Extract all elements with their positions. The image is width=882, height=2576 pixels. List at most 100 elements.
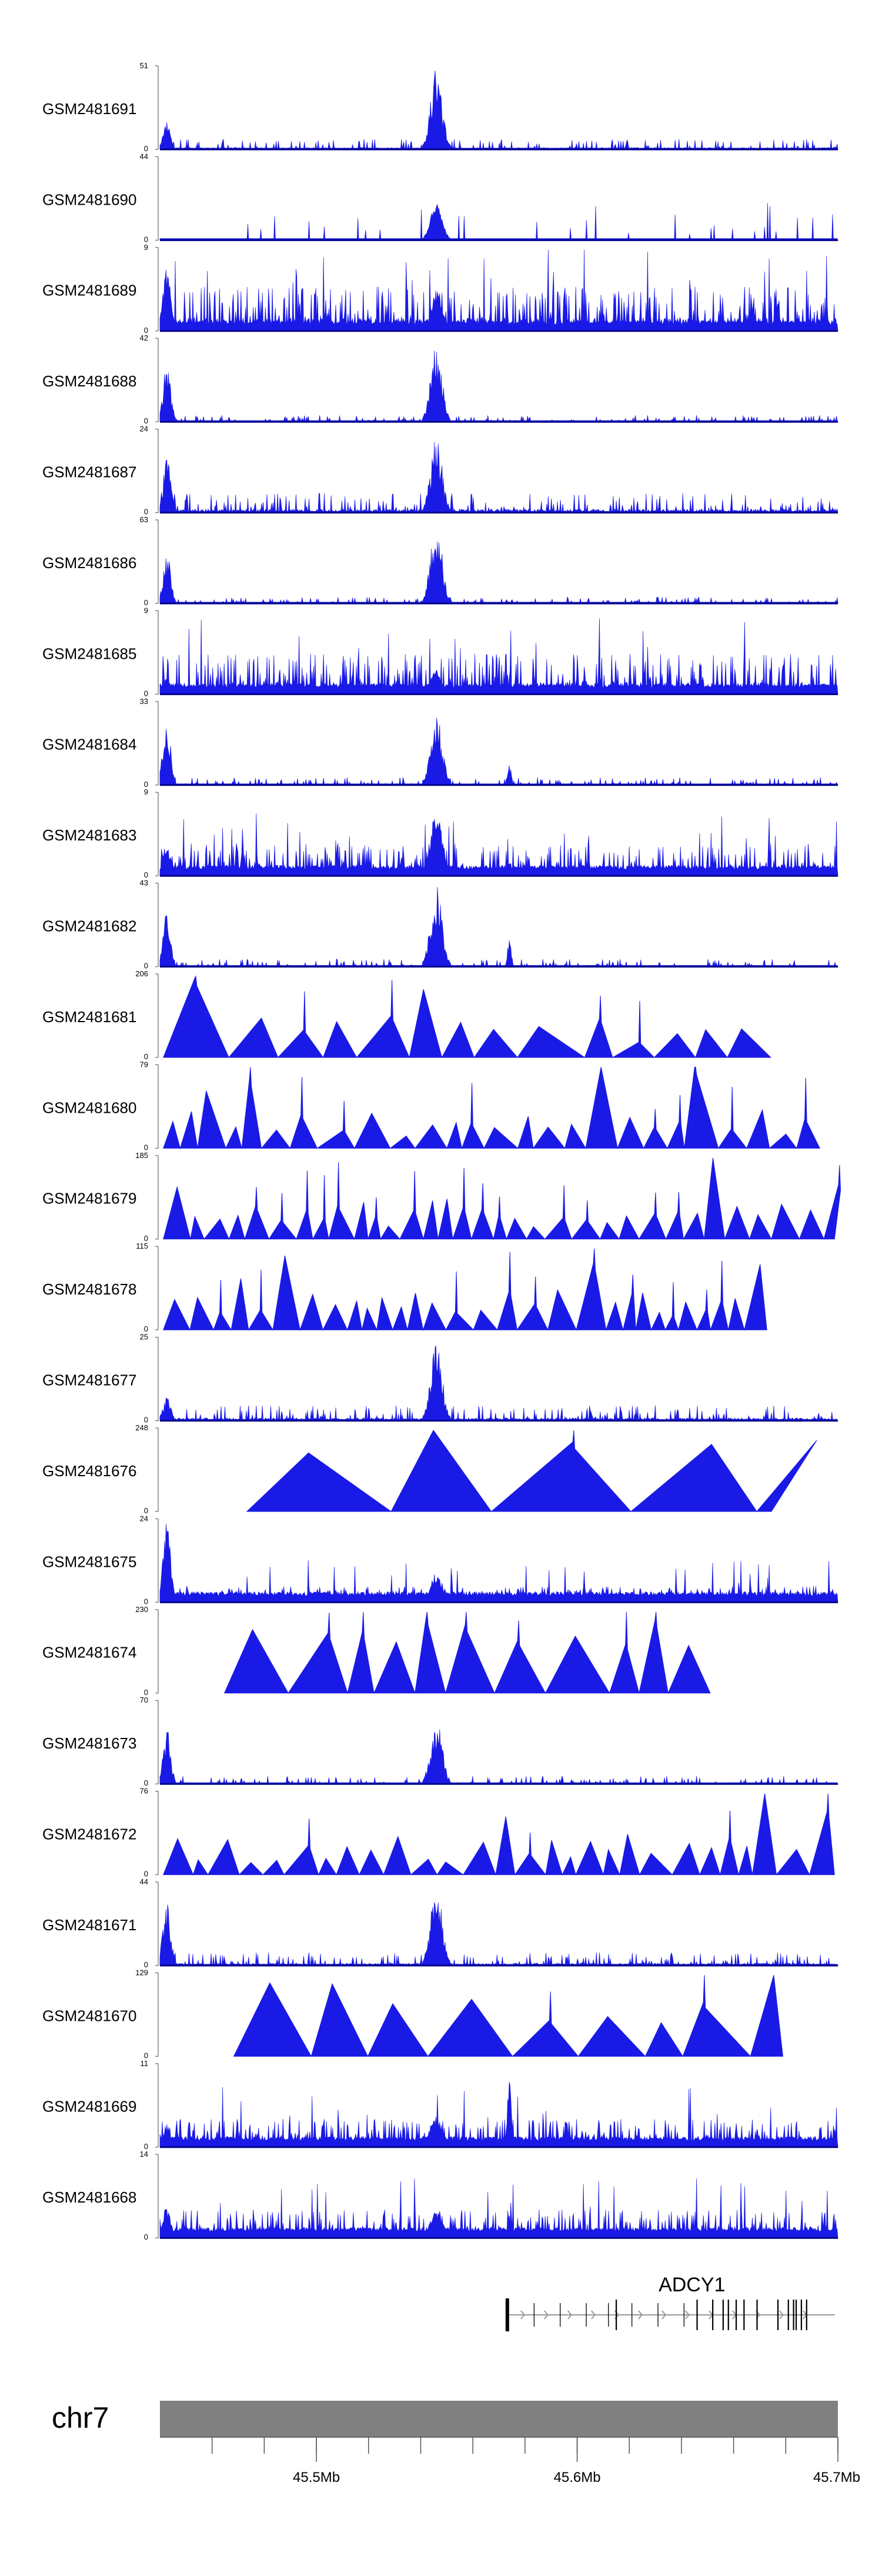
track-gsm2481672: GSM2481672 76 0 [42,1787,835,1878]
signal-area [163,1066,820,1150]
y-axis-max-label: 24 [140,425,148,433]
chromosome-axis: chr7 45.5Mb 45.6Mb 45.7Mb [52,2401,860,2485]
y-axis-min-label: 0 [144,1416,148,1424]
signal-area [159,1902,838,1966]
signal-area [159,813,838,876]
track-label: GSM2481691 [42,100,136,118]
track-label: GSM2481668 [42,2188,136,2206]
y-axis-min-label: 0 [144,1143,148,1152]
track-label: GSM2481676 [42,1462,136,1480]
y-axis-min-label: 0 [144,144,148,153]
track-gsm2481678: GSM2481678 115 0 [42,1242,767,1333]
y-axis-min-label: 0 [144,598,148,607]
y-axis-max-label: 185 [135,1151,148,1160]
strand-arrow-icon [567,2310,573,2320]
y-axis-min-label: 0 [144,2051,148,2060]
track-gsm2481680: GSM2481680 79 0 [42,1060,820,1152]
track-label: GSM2481671 [42,1916,136,1934]
track-label: GSM2481685 [42,645,136,662]
signal-area [159,541,838,604]
strand-arrow-icon [520,2310,526,2320]
track-gsm2481669: GSM2481669 11 0 [42,2059,838,2151]
y-axis-max-label: 44 [140,1877,148,1886]
y-axis-max-label: 42 [140,333,148,342]
y-axis-max-label: 25 [140,1333,148,1342]
track-gsm2481683: GSM2481683 9 0 [42,788,838,879]
y-axis-max-label: 51 [140,61,148,70]
y-axis-min-label: 0 [144,1506,148,1515]
y-axis-max-label: 24 [140,1514,148,1523]
track-label: GSM2481670 [42,2007,136,2024]
track-label: GSM2481684 [42,736,136,753]
y-axis-max-label: 9 [144,243,148,252]
y-axis-max-label: 79 [140,1060,148,1069]
y-axis-max-label: 43 [140,879,148,887]
strand-arrow-icon [779,2310,784,2320]
track-gsm2481690: GSM2481690 44 0 [42,152,838,243]
track-label: GSM2481687 [42,463,136,481]
y-axis-min-label: 0 [144,1778,148,1787]
signal-area [223,1611,711,1694]
signal-area [163,1793,835,1876]
track-gsm2481673: GSM2481673 70 0 [42,1696,838,1787]
y-axis-max-label: 230 [135,1605,148,1614]
track-gsm2481668: GSM2481668 14 0 [42,2150,838,2241]
track-gsm2481687: GSM2481687 24 0 [42,425,838,516]
y-axis-max-label: 206 [135,969,148,978]
coordinate-tick-label: 45.5Mb [293,2470,340,2485]
chromosome-bar [160,2401,838,2437]
track-gsm2481677: GSM2481677 25 0 [42,1333,838,1424]
y-axis-min-label: 0 [144,1234,148,1243]
track-label: GSM2481677 [42,1371,136,1389]
track-gsm2481689: GSM2481689 9 0 [42,243,838,335]
signal-area [159,1729,838,1784]
track-label: GSM2481689 [42,282,136,299]
y-axis-min-label: 0 [144,326,148,335]
signal-area [159,351,838,422]
signal-area [159,442,838,513]
track-label: GSM2481683 [42,826,136,844]
track-label: GSM2481690 [42,191,136,208]
track-gsm2481676: GSM2481676 248 0 [42,1423,817,1515]
y-axis-min-label: 0 [144,235,148,243]
signal-area [159,2081,838,2148]
track-gsm2481675: GSM2481675 24 0 [42,1514,838,1606]
gene-name-label: ADCY1 [659,2274,725,2296]
coordinate-tick-label: 45.7Mb [813,2470,860,2485]
strand-arrow-icon [544,2310,549,2320]
y-axis-min-label: 0 [144,962,148,970]
strand-arrow-icon [685,2310,690,2320]
strand-arrow-icon [591,2310,596,2320]
y-axis-max-label: 248 [135,1423,148,1432]
signal-area [163,1157,841,1240]
y-axis-max-label: 129 [135,1968,148,1977]
signal-area [159,1345,838,1421]
signal-area [159,718,838,786]
track-gsm2481671: GSM2481671 44 0 [42,1877,838,1969]
signal-area [159,203,838,241]
gene-exon-first [505,2298,509,2331]
signal-area [159,1524,838,1603]
track-label: GSM2481682 [42,917,136,935]
signal-area [233,1975,783,2057]
y-axis-min-label: 0 [144,1324,148,1333]
track-label: GSM2481688 [42,372,136,390]
track-label: GSM2481679 [42,1190,136,1207]
y-axis-max-label: 63 [140,515,148,524]
y-axis-max-label: 11 [141,2059,149,2068]
track-label: GSM2481674 [42,1644,136,1661]
y-axis-min-label: 0 [144,1870,148,1878]
y-axis-min-label: 0 [144,1052,148,1061]
y-axis-max-label: 115 [136,1242,148,1250]
y-axis-min-label: 0 [144,508,148,516]
track-gsm2481674: GSM2481674 230 0 [42,1605,711,1697]
signal-tracks: GSM2481691510GSM2481690440GSM248168990GS… [42,61,841,2241]
signal-area [163,975,772,1059]
y-axis-min-label: 0 [144,1597,148,1606]
signal-area [159,618,838,695]
gene-annotation-track: ADCY1 [505,2274,835,2331]
track-label: GSM2481675 [42,1553,136,1570]
y-axis-min-label: 0 [144,780,148,789]
y-axis-min-label: 0 [144,1960,148,1969]
